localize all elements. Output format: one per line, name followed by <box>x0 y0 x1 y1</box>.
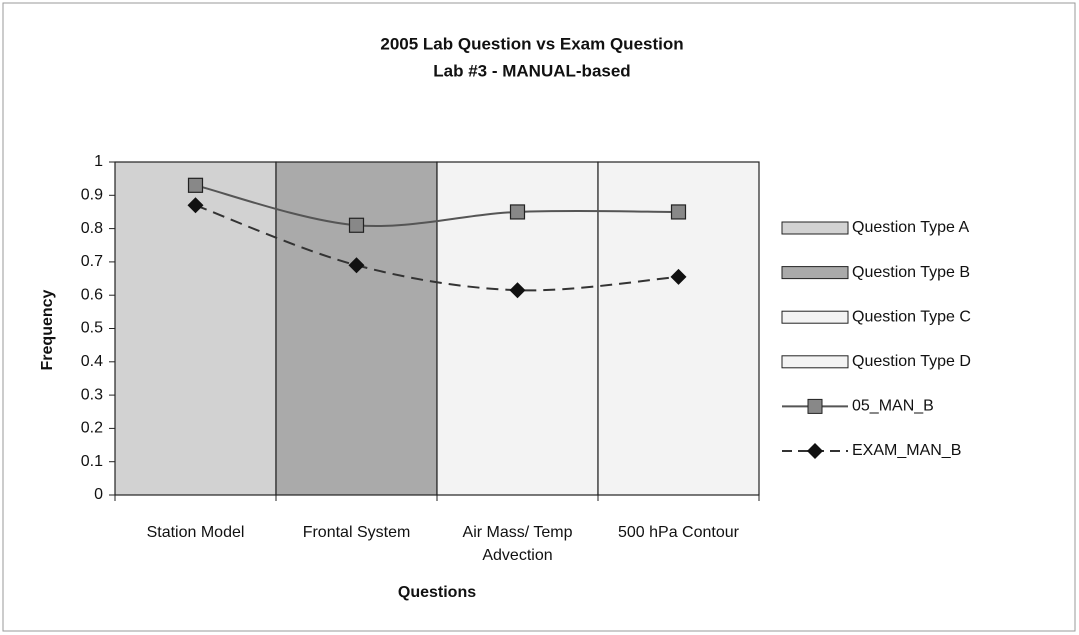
legend-label: Question Type D <box>852 353 971 370</box>
legend-swatch <box>781 221 849 235</box>
line <box>195 184 679 228</box>
x-axis-label: Questions <box>398 584 476 601</box>
legend-label: Question Type C <box>852 308 971 325</box>
legend-label: 05_MAN_B <box>852 398 934 415</box>
x-tick-label: 500 hPa Contour <box>618 524 739 541</box>
y-axis-label: Frequency <box>39 289 56 370</box>
y-tick-label: 0.7 <box>81 253 103 270</box>
x-tick-label: Air Mass/ Temp Advection <box>462 524 573 564</box>
line-marker <box>509 282 526 299</box>
y-tick-label: 0 <box>94 486 103 503</box>
chart-title: 2005 Lab Question vs Exam Question <box>380 34 683 53</box>
legend-swatch <box>781 355 849 369</box>
legend-label: Question Type A <box>852 219 969 236</box>
y-tick-label: 0.8 <box>81 220 103 237</box>
line <box>195 204 679 292</box>
y-tick-label: 0.4 <box>81 353 103 370</box>
line-marker <box>187 177 204 193</box>
y-tick-label: 0.1 <box>81 453 103 470</box>
line-marker <box>348 257 365 274</box>
legend-marker <box>807 398 823 414</box>
y-tick-label: 1 <box>94 153 103 170</box>
y-tick-label: 0.3 <box>81 386 103 403</box>
line-marker <box>348 217 365 233</box>
line-marker <box>509 204 526 220</box>
chart-subtitle: Lab #3 - MANUAL-based <box>433 61 630 80</box>
bar <box>275 161 438 496</box>
legend-swatch <box>781 266 849 280</box>
y-tick-label: 0.2 <box>81 420 103 437</box>
y-tick-label: 0.6 <box>81 286 103 303</box>
x-tick-label: Frontal System <box>302 524 411 541</box>
line-marker <box>670 268 687 285</box>
x-tick-label: Station Model <box>146 524 245 541</box>
y-tick-label: 0.5 <box>81 320 103 337</box>
line-marker <box>187 197 204 214</box>
bar <box>114 161 277 496</box>
y-tick-label: 0.9 <box>81 187 103 204</box>
legend-swatch <box>781 310 849 324</box>
legend-label: Question Type B <box>852 264 970 281</box>
legend-marker <box>807 443 823 459</box>
legend-label: EXAM_MAN_B <box>852 442 961 459</box>
line-marker <box>670 204 687 220</box>
